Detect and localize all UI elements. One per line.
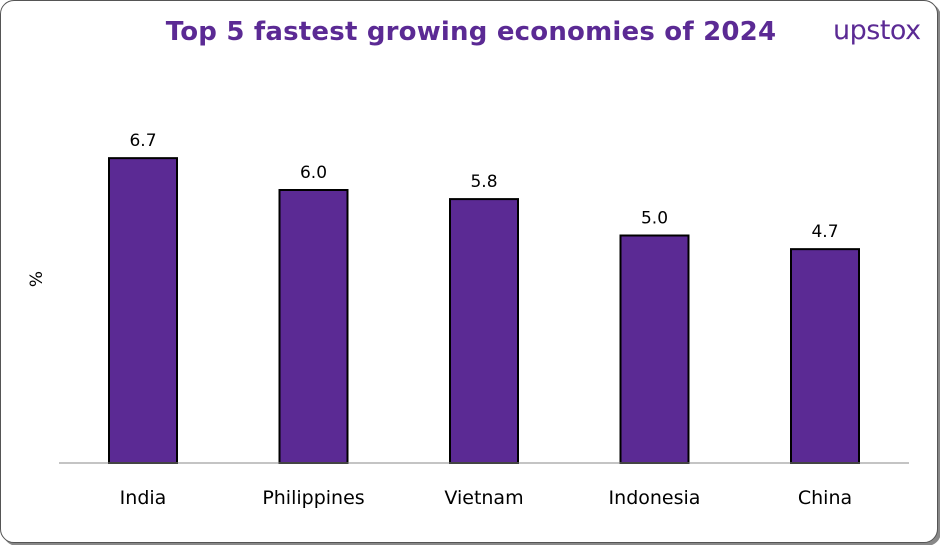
bar-philippines <box>278 189 349 464</box>
bar-india <box>108 157 178 464</box>
data-label: 4.7 <box>811 222 838 242</box>
category-label: Indonesia <box>609 487 701 509</box>
category-label: China <box>798 487 852 509</box>
bar-indonesia <box>619 234 690 464</box>
bar-china <box>790 248 860 464</box>
bar-vietnam <box>449 198 519 464</box>
data-label: 5.0 <box>641 209 668 229</box>
data-label: 6.7 <box>129 131 156 151</box>
data-label: 5.8 <box>470 172 497 192</box>
category-label: India <box>120 487 167 509</box>
data-label: 6.0 <box>300 163 327 183</box>
upstox-logo: upstox <box>833 15 921 46</box>
category-label: Vietnam <box>444 487 523 509</box>
chart-title: Top 5 fastest growing economies of 2024 <box>165 17 777 47</box>
category-label: Philippines <box>262 487 364 509</box>
